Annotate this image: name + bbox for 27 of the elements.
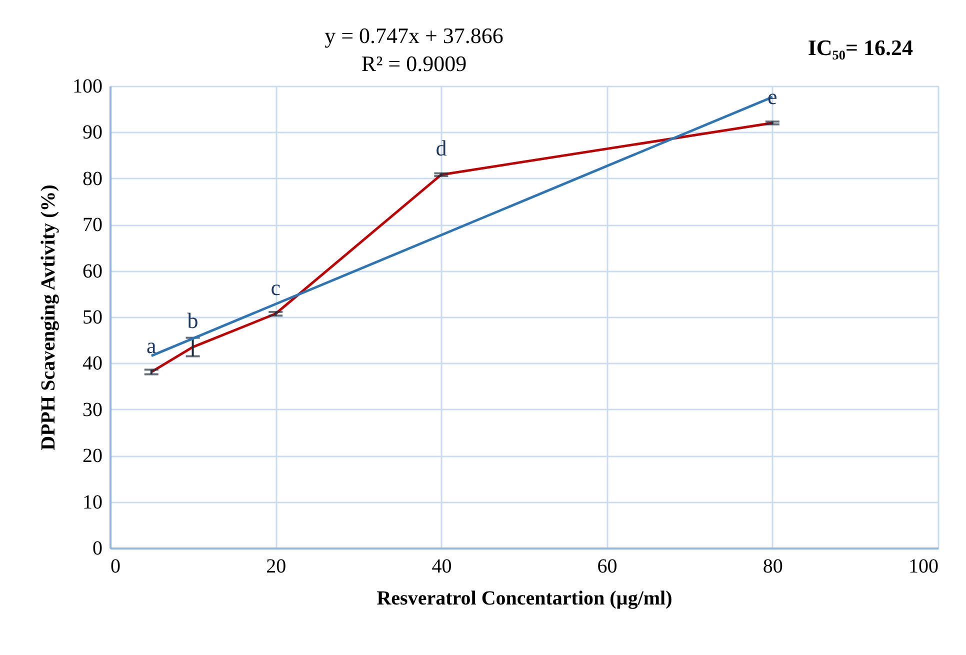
x-tick-label: 40: [432, 556, 452, 578]
x-tick-label: 0: [110, 556, 120, 578]
x-axis-title: Resveratrol Concentartion (µg/ml): [376, 588, 672, 610]
y-axis-title: DPPH Scavenging Avtivity (%): [38, 184, 60, 450]
x-tick-label: 80: [762, 556, 783, 578]
annotation: e: [768, 84, 778, 109]
y-tick-label: 0: [92, 538, 102, 560]
y-tick-label: 80: [82, 168, 102, 190]
y-tick-label: 40: [82, 352, 102, 375]
y-tick-label: 90: [82, 122, 102, 144]
y-tick-label: 10: [82, 491, 102, 514]
y-tick-label: 50: [82, 306, 102, 328]
text: IC₅₀= 16.24: [808, 35, 913, 60]
x-tick-label: 100: [908, 556, 938, 578]
annotation: d: [436, 136, 447, 161]
annotation: a: [146, 332, 157, 358]
annotation: b: [187, 308, 198, 334]
text: R² = 0.9009: [361, 51, 467, 76]
y-tick-label: 20: [82, 445, 102, 468]
x-tick-label: 60: [597, 556, 618, 578]
y-tick-label: 60: [82, 260, 102, 282]
text: y = 0.747x + 37.866: [324, 23, 504, 48]
x-tick-label: 20: [266, 556, 286, 578]
annotation: c: [270, 274, 281, 300]
y-tick-label: 100: [72, 76, 102, 98]
y-tick-label: 70: [82, 214, 102, 236]
y-tick-label: 30: [82, 398, 102, 421]
